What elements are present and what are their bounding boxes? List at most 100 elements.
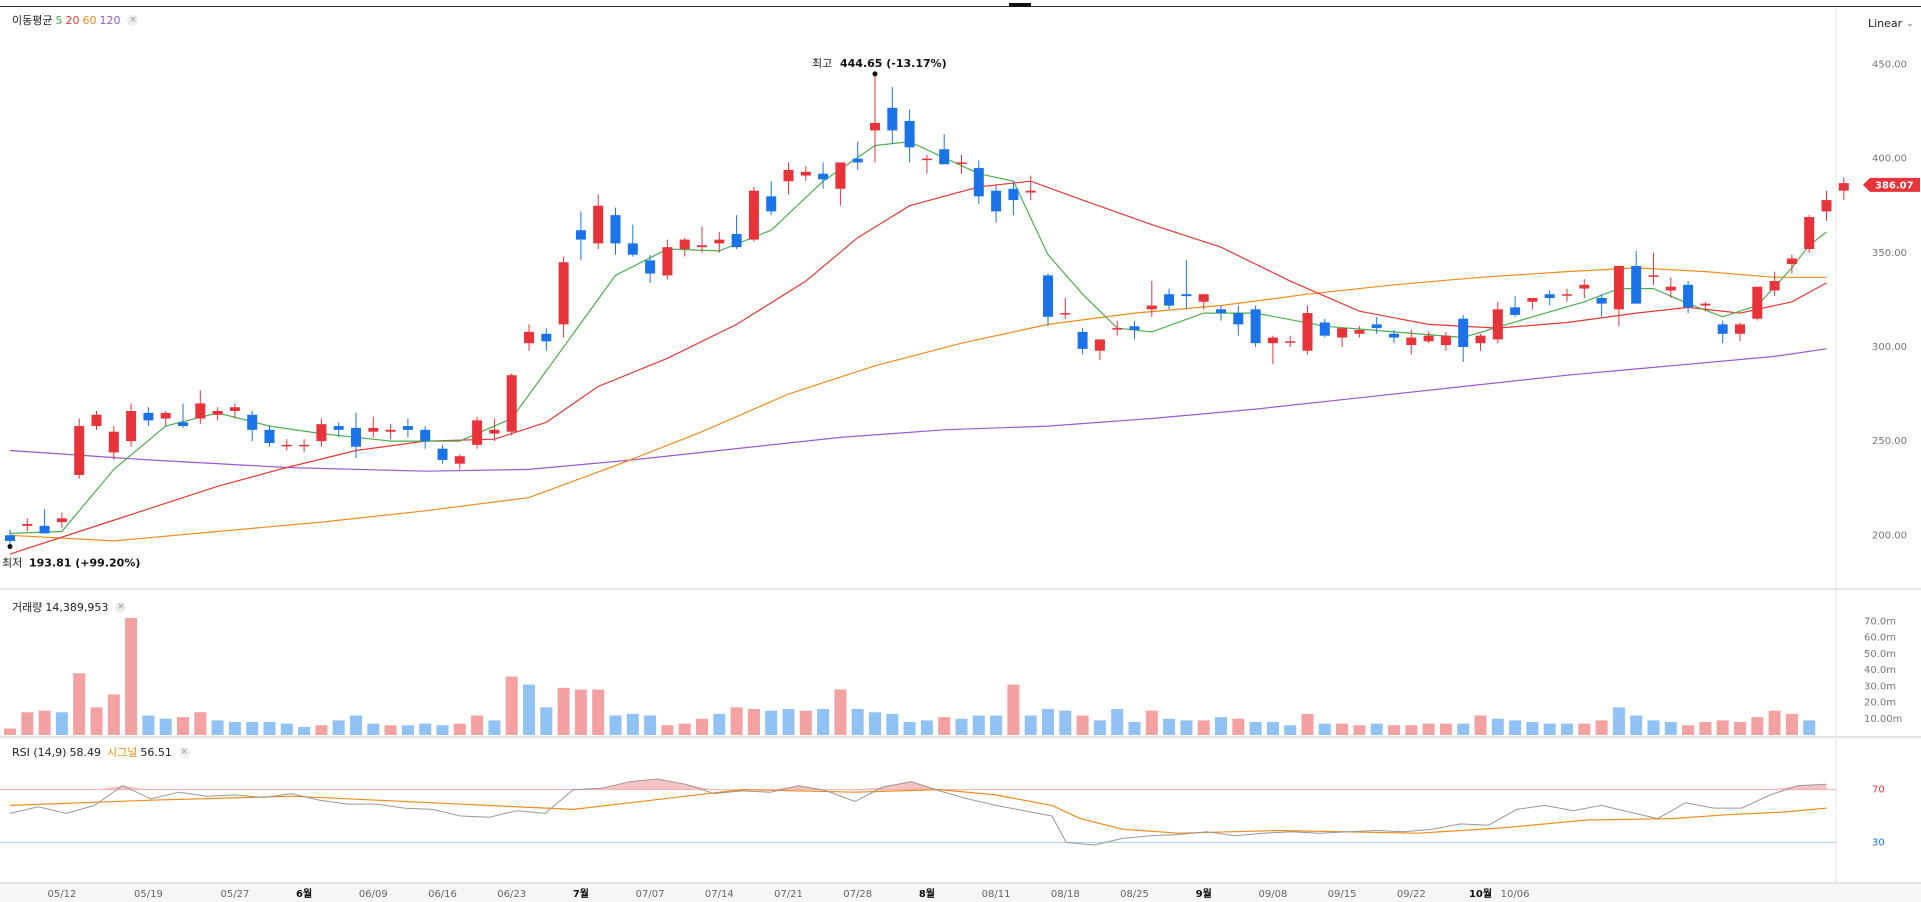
price-tick-label: 450.00 (1872, 59, 1907, 70)
volume-bar (1197, 720, 1210, 735)
candle-body (1008, 188, 1019, 201)
candle-body (1060, 313, 1071, 315)
ma20-legend[interactable]: 20 (65, 13, 80, 27)
pane-resize-handle[interactable] (1009, 3, 1031, 7)
price-tick-label: 200.00 (1872, 530, 1907, 541)
time-tick-label: 08/18 (1051, 889, 1080, 900)
candle-body (1752, 286, 1763, 319)
rsi-signal-line (9, 788, 1827, 834)
volume-bar (1578, 723, 1591, 735)
candle-body (316, 424, 327, 442)
candle-body (783, 169, 794, 182)
candle-body (56, 518, 67, 523)
volume-bar (1491, 718, 1504, 735)
high-label: 최고 (812, 57, 832, 70)
volume-bar (1803, 720, 1816, 735)
ma120-legend[interactable]: 120 (99, 13, 121, 27)
volume-bar (350, 715, 362, 735)
candle-body (956, 162, 967, 164)
high-marker (872, 71, 878, 77)
volume-bar (644, 715, 657, 735)
candle-body (766, 196, 777, 212)
volume-bar (851, 709, 864, 735)
rsi-legend[interactable]: RSI (14,9) 58.49 시그널 56.51 × (12, 744, 190, 760)
volume-bar (1215, 717, 1227, 735)
volume-legend[interactable]: 거래량 14,389,953 × (12, 599, 127, 615)
volume-bar (1543, 723, 1556, 735)
close-icon[interactable]: × (178, 746, 190, 758)
close-icon[interactable]: × (127, 14, 139, 26)
volume-bar (1042, 709, 1054, 735)
volume-bar (1699, 722, 1712, 735)
volume-bar (159, 718, 172, 735)
rsi-overbought-fill (911, 781, 940, 790)
price-tick-label: 300.00 (1872, 342, 1907, 353)
rsi-overbought-fill (883, 781, 912, 790)
volume-bar (1093, 720, 1106, 735)
candle-body (1440, 335, 1451, 346)
candle-body (1250, 309, 1261, 344)
volume-bar (574, 689, 587, 735)
ma5-legend[interactable]: 5 (55, 13, 63, 27)
rsi-level-70: 70 (1872, 785, 1885, 796)
volume-bar (1249, 722, 1262, 735)
rsi-overbought-fill (94, 785, 123, 790)
volume-bar (1405, 725, 1418, 735)
close-icon[interactable]: × (115, 601, 127, 613)
price-tick-label: 400.00 (1872, 154, 1907, 165)
rsi-signal-label: 시그널 (106, 746, 138, 759)
volume-bar (1716, 720, 1729, 735)
volume-bar (1076, 715, 1089, 735)
candle-body (887, 107, 898, 131)
scale-selector[interactable]: Linear ⌄ (1868, 17, 1914, 30)
volume-bar (1457, 723, 1470, 735)
volume-bar (1630, 715, 1643, 735)
ma60-legend[interactable]: 60 (82, 13, 97, 27)
volume-bar (990, 715, 1003, 735)
candle-body (126, 410, 137, 442)
time-tick-label: 09/22 (1397, 889, 1426, 900)
candle-body (558, 262, 569, 325)
candle-body (1648, 275, 1659, 277)
time-tick-label: 05/12 (47, 889, 76, 900)
time-tick-label: 7월 (573, 888, 589, 900)
volume-bar (1180, 720, 1193, 735)
candle-body (1613, 265, 1624, 310)
candle-body (1631, 265, 1642, 304)
volume-tick-label: 60.0m (1864, 633, 1896, 644)
time-tick-label: 08/25 (1120, 889, 1149, 900)
volume-bar (107, 694, 120, 735)
candle-body (91, 414, 102, 427)
volume-bar (55, 712, 68, 735)
volume-bar (1145, 710, 1158, 735)
ma-legend-label: 이동평균 (12, 14, 53, 27)
low-value: 193.81 (+99.20%) (29, 557, 140, 570)
volume-bar (626, 713, 639, 735)
ma60-line (9, 267, 1827, 542)
volume-bar (1370, 723, 1383, 735)
candle-body (714, 239, 725, 244)
candle-body (800, 171, 811, 176)
time-tick-label: 6월 (296, 888, 312, 900)
candle-body (22, 523, 33, 526)
volume-bar (834, 689, 847, 735)
moving-average-legend[interactable]: 이동평균 5 20 60 120 × (12, 12, 139, 28)
volume-bar (367, 723, 380, 735)
candle-body (1146, 305, 1157, 310)
volume-bar (972, 715, 985, 735)
time-tick-label: 06/16 (428, 889, 457, 900)
candle-body (281, 444, 292, 447)
candle-body (1544, 294, 1555, 298)
candle-body (1267, 337, 1278, 344)
time-tick-label: 07/21 (774, 889, 803, 900)
volume-bar (401, 725, 414, 735)
time-tick-label: 06/09 (359, 889, 388, 900)
candle-body (1198, 294, 1209, 302)
volume-bar (488, 720, 501, 735)
candle-body (1406, 337, 1417, 346)
volume-value: 14,389,953 (45, 600, 109, 614)
candle-body (1233, 313, 1244, 325)
candle-body (1562, 294, 1572, 296)
volume-bar (1163, 718, 1176, 735)
